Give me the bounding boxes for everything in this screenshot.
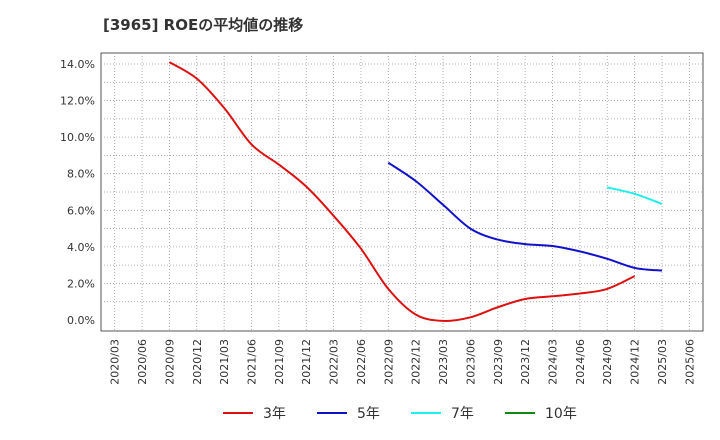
series-line-1 bbox=[168, 61, 636, 322]
x-tick-label: 2022/03 bbox=[328, 339, 341, 385]
y-tick-label: 10.0% bbox=[60, 131, 95, 144]
legend-label: 10年 bbox=[545, 406, 577, 422]
x-tick-label: 2022/06 bbox=[355, 339, 368, 385]
legend-label: 7年 bbox=[451, 406, 474, 422]
x-tick-label: 2020/03 bbox=[109, 339, 122, 385]
x-tick-label: 2020/09 bbox=[163, 339, 176, 385]
x-tick-label: 2023/03 bbox=[437, 339, 450, 385]
y-tick-label: 0.0% bbox=[67, 314, 95, 327]
legend-label: 3年 bbox=[263, 406, 286, 422]
chart-title: [3965] ROEの平均値の推移 bbox=[103, 16, 304, 34]
x-tick-label: 2022/12 bbox=[410, 339, 423, 385]
y-tick-label: 12.0% bbox=[60, 95, 95, 108]
series-line-3 bbox=[606, 186, 663, 205]
series-line-2 bbox=[387, 161, 663, 272]
x-tick-label: 2025/06 bbox=[683, 339, 696, 385]
x-tick-label: 2024/09 bbox=[601, 339, 614, 385]
x-tick-label: 2020/06 bbox=[136, 339, 149, 385]
y-tick-label: 6.0% bbox=[67, 204, 95, 217]
x-tick-label: 2024/12 bbox=[629, 339, 642, 385]
x-tick-label: 2024/03 bbox=[547, 339, 560, 385]
x-tick-label: 2020/12 bbox=[191, 339, 204, 385]
x-tick-label: 2025/03 bbox=[656, 339, 669, 385]
y-tick-label: 8.0% bbox=[67, 168, 95, 181]
legend-label: 5年 bbox=[357, 406, 380, 422]
x-tick-label: 2021/03 bbox=[218, 339, 231, 385]
x-tick-label: 2021/12 bbox=[300, 339, 313, 385]
y-tick-label: 14.0% bbox=[60, 58, 95, 71]
x-tick-label: 2024/06 bbox=[574, 339, 587, 385]
x-tick-label: 2023/06 bbox=[464, 339, 477, 385]
x-tick-label: 2022/09 bbox=[382, 339, 395, 385]
x-tick-label: 2023/12 bbox=[519, 339, 532, 385]
x-tick-label: 2021/09 bbox=[273, 339, 286, 385]
y-tick-label: 2.0% bbox=[67, 277, 95, 290]
x-tick-label: 2023/09 bbox=[492, 339, 505, 385]
x-tick-label: 2021/06 bbox=[246, 339, 259, 385]
y-tick-label: 4.0% bbox=[67, 241, 95, 254]
